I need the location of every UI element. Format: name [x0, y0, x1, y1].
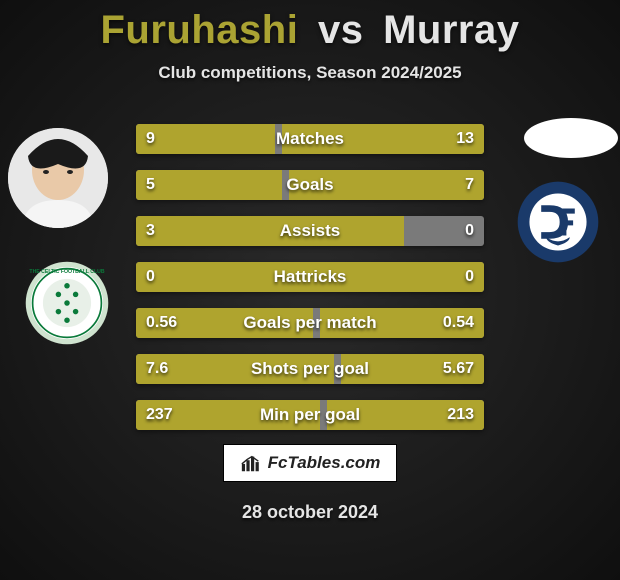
bar-left-value: 7.6: [146, 354, 168, 384]
bar-right-value: 0.54: [443, 308, 474, 338]
bar-label: Matches: [136, 124, 484, 154]
bar-row: Goals5 7: [136, 170, 484, 200]
player1-name: Furuhashi: [101, 8, 299, 52]
page-title: Furuhashi vs Murray: [0, 0, 620, 53]
bar-right-value: 0: [465, 216, 474, 246]
bar-row: Min per goal237 213: [136, 400, 484, 430]
bar-row: Assists3 0: [136, 216, 484, 246]
bar-left-value: 3: [146, 216, 155, 246]
bar-left-value: 9: [146, 124, 155, 154]
player2-name: Murray: [383, 8, 519, 52]
bar-label: Goals per match: [136, 308, 484, 338]
subtitle: Club competitions, Season 2024/2025: [0, 63, 620, 83]
player2-club-badge: [516, 180, 600, 264]
bar-label: Assists: [136, 216, 484, 246]
bar-left-value: 237: [146, 400, 173, 430]
bar-left-value: 0.56: [146, 308, 177, 338]
bar-row: Shots per goal7.6 5.67: [136, 354, 484, 384]
bar-label: Shots per goal: [136, 354, 484, 384]
bar-left-value: 0: [146, 262, 155, 292]
branding-text: FcTables.com: [268, 453, 381, 473]
bar-row: Goals per match0.56 0.54: [136, 308, 484, 338]
bars-icon: [240, 452, 262, 474]
player1-club-badge: THE CELTIC FOOTBALL CLUB: [24, 260, 110, 346]
bar-right-value: 13: [456, 124, 474, 154]
bar-row: Hattricks0 0: [136, 262, 484, 292]
bar-label: Min per goal: [136, 400, 484, 430]
svg-text:THE CELTIC FOOTBALL CLUB: THE CELTIC FOOTBALL CLUB: [29, 269, 104, 275]
bar-label: Hattricks: [136, 262, 484, 292]
bar-right-value: 213: [447, 400, 474, 430]
bar-right-value: 0: [465, 262, 474, 292]
bar-right-value: 7: [465, 170, 474, 200]
player1-avatar: [8, 128, 108, 228]
bar-label: Goals: [136, 170, 484, 200]
branding-badge: FcTables.com: [223, 444, 397, 482]
bar-left-value: 5: [146, 170, 155, 200]
comparison-bars: Matches913Goals57Assists30Hattricks00Goa…: [136, 124, 484, 446]
bar-row: Matches9 13: [136, 124, 484, 154]
bar-right-value: 5.67: [443, 354, 474, 384]
date-text: 28 october 2024: [0, 502, 620, 523]
vs-text: vs: [310, 8, 372, 52]
player2-avatar: [524, 118, 618, 158]
